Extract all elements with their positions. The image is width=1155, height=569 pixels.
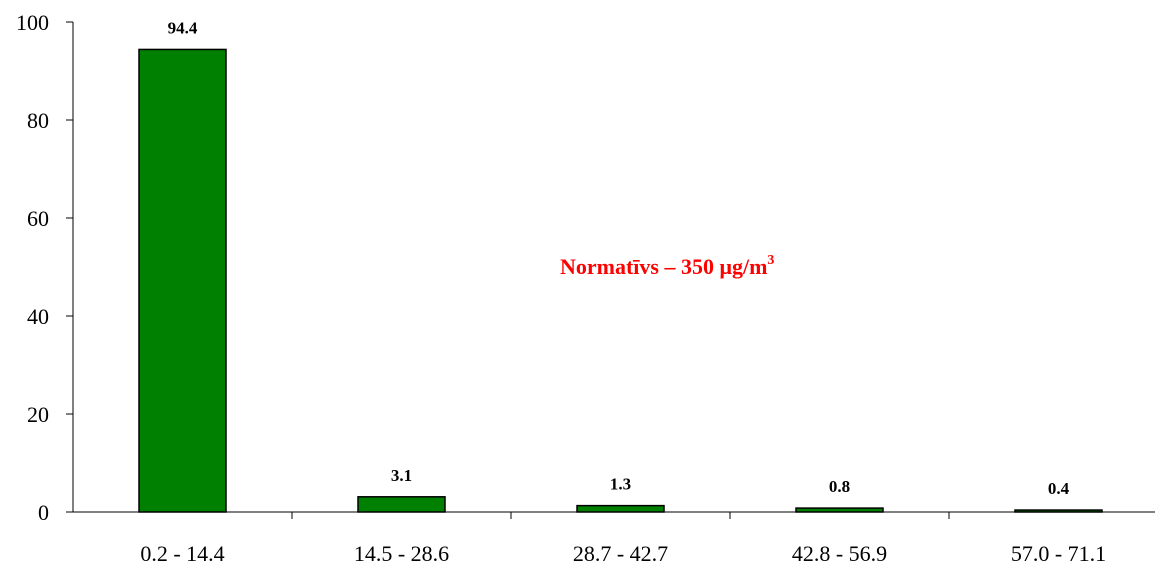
data-label: 94.4 [168,18,198,37]
bar [138,48,227,513]
data-label: 3.1 [391,466,412,485]
bar [795,507,884,513]
y-tick-label: 0 [38,500,49,525]
x-tick-label: 42.8 - 56.9 [792,541,887,566]
annotation-superscript: 3 [767,253,774,268]
x-ticks: 0.2 - 14.4 14.5 - 28.6 28.7 - 42.7 42.8 - 5… [140,512,1106,566]
data-label: 1.3 [610,475,631,494]
bar [357,496,446,513]
data-label: 0.4 [1048,479,1070,498]
annotation-text: Normatīvs – 350 μg/m [560,254,767,279]
x-tick-label: 14.5 - 28.6 [354,541,449,566]
data-label: 0.8 [829,477,850,496]
y-ticks: 0 20 40 60 80 100 [16,10,73,525]
bars-layer [138,48,1103,513]
y-tick-label: 80 [27,108,49,133]
x-tick-label: 57.0 - 71.1 [1011,541,1106,566]
y-tick-label: 20 [27,402,49,427]
x-tick-label: 0.2 - 14.4 [140,541,224,566]
bar [576,504,665,513]
chart-annotation: Normatīvs – 350 μg/m3 [560,253,774,279]
data-labels: 94.4 3.1 1.3 0.8 0.4 [168,18,1070,498]
y-tick-label: 60 [27,206,49,231]
y-tick-label: 100 [16,10,49,35]
y-tick-label: 40 [27,304,49,329]
x-tick-label: 28.7 - 42.7 [573,541,668,566]
